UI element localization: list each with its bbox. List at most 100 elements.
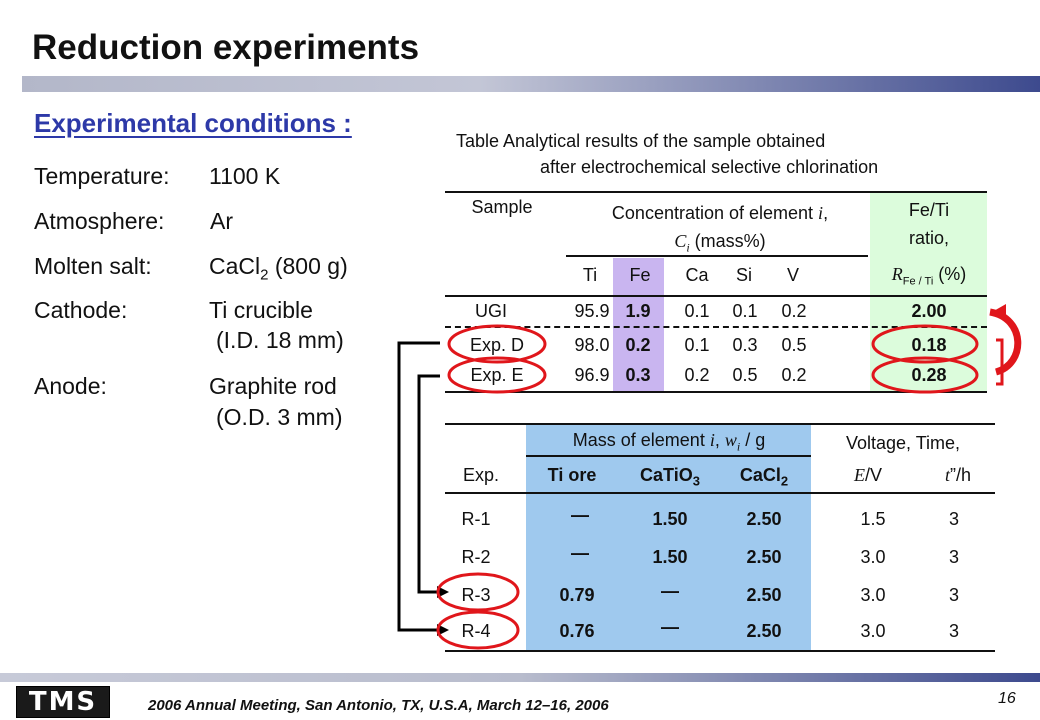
table2-cell-catio3: —: [661, 581, 679, 601]
table2-cell-cacl2: 2.50: [746, 547, 782, 567]
table1-header-rule: [445, 295, 987, 297]
curved-arrow-head: [992, 304, 1006, 322]
table-caption-line-1: Table Analytical results of the sample o…: [456, 131, 826, 151]
curved-arrow-icon: [989, 308, 1022, 376]
footer-meeting-text: 2006 Annual Meeting, San Antonio, TX, U.…: [148, 697, 609, 714]
table1-bottom-rule: [445, 391, 987, 393]
table1-cell-si: 0.5: [732, 365, 758, 385]
table1-cell-fe: 1.9: [625, 301, 651, 321]
anode-label: Anode:: [34, 373, 107, 399]
table1-cell-fe: 0.2: [625, 335, 651, 355]
molten-salt-label: Molten salt:: [34, 253, 152, 279]
table1-cell-v: 0.5: [781, 335, 807, 355]
table1-header-si: Si: [735, 265, 753, 285]
table2-cell-time: 3: [948, 621, 960, 641]
table2-header-time: t”/h: [944, 465, 972, 485]
table1-cell-sample: Exp. E: [470, 365, 524, 385]
table2-cell-ti-ore: 0.76: [559, 621, 595, 641]
table2-cell-exp: R-2: [461, 547, 491, 567]
temperature-label: Temperature:: [34, 163, 170, 189]
table2-header-cacl2: CaCl2: [739, 465, 789, 489]
table2-header-exp: Exp.: [462, 465, 500, 485]
table2-cell-catio3: 1.50: [652, 547, 688, 567]
table1-header-v: V: [786, 265, 800, 285]
table2-cell-time: 3: [948, 509, 960, 529]
table2-cell-time: 3: [948, 585, 960, 605]
table1-cell-v: 0.2: [781, 365, 807, 385]
table1-cell-ti: 96.9: [574, 365, 610, 385]
highlight-circle-exp-e: [447, 356, 547, 394]
table2-cell-voltage: 3.0: [860, 547, 886, 567]
cathode-value-detail: (I.D. 18 mm): [216, 327, 344, 353]
table2-cell-voltage: 3.0: [860, 621, 886, 641]
table2-cell-exp: R-1: [461, 509, 491, 529]
cathode-value: Ti crucible: [209, 297, 313, 323]
table2-header-ti-ore: Ti ore: [547, 465, 597, 485]
table2-cell-ti-ore: —: [571, 505, 589, 525]
table2-cell-cacl2: 2.50: [746, 621, 782, 641]
table2-cell-ti-ore: —: [571, 543, 589, 563]
table-caption: Table Analytical results of the sample o…: [456, 128, 878, 180]
table2-cell-exp: R-4: [461, 621, 491, 641]
table1-header-concentration: Concentration of element i, Ci (mass%): [611, 203, 829, 255]
table2-cell-exp: R-3: [461, 585, 491, 605]
title-underline-bar: [22, 76, 1040, 92]
connector-line-d-to-r4: [397, 341, 440, 632]
table1-header-ca: Ca: [685, 265, 709, 285]
table1-cell-fe: 0.3: [625, 365, 651, 385]
highlight-circle-r4: [436, 610, 520, 650]
table2-sub-rule: [526, 455, 811, 457]
table2-bottom-rule: [445, 650, 995, 652]
table2-cell-voltage: 3.0: [860, 585, 886, 605]
table1-dashed-rule: [445, 326, 987, 328]
table1-cell-v: 0.2: [781, 301, 807, 321]
page-title: Reduction experiments: [32, 28, 420, 67]
anode-value-detail: (O.D. 3 mm): [216, 404, 343, 430]
table1-cell-ratio: 0.18: [911, 335, 947, 355]
red-bracket: [996, 338, 1004, 386]
table2-cell-cacl2: 2.50: [746, 585, 782, 605]
table2-header-voltage: E/V: [853, 465, 883, 485]
table1-cell-ti: 95.9: [574, 301, 610, 321]
table1-cell-ca: 0.1: [684, 301, 710, 321]
footer-bar: [0, 673, 1040, 682]
highlight-circle-r3: [436, 572, 520, 612]
atmosphere-value: Ar: [210, 208, 233, 234]
table2-cell-voltage: 1.5: [860, 509, 886, 529]
table1-cell-sample: UGI: [474, 301, 508, 321]
table2-cell-catio3: 1.50: [652, 509, 688, 529]
tms-logo: TMS: [16, 686, 110, 718]
table2-header-catio3: CaTiO3: [640, 465, 700, 489]
table1-cell-si: 0.1: [732, 301, 758, 321]
mass-columns-fill: [526, 425, 811, 650]
table2-top-rule: [445, 423, 995, 425]
table1-header-sample: Sample: [471, 197, 533, 217]
table1-header-ratio-symbol: RFe / Ti (%): [891, 264, 967, 288]
table2-cell-catio3: —: [661, 617, 679, 637]
highlight-circle-ratio-e: [871, 356, 979, 394]
table2-header-rule: [445, 492, 995, 494]
table1-cell-ca: 0.2: [684, 365, 710, 385]
table1-cell-ratio: 2.00: [911, 301, 947, 321]
table1-cell-si: 0.3: [732, 335, 758, 355]
table2-cell-time: 3: [948, 547, 960, 567]
conditions-heading: Experimental conditions :: [34, 108, 352, 138]
fe-column-fill: [613, 258, 664, 391]
table1-header-fe: Fe: [629, 265, 651, 285]
table1-header-ratio: Fe/Ti ratio,: [908, 200, 950, 248]
anode-value: Graphite rod: [209, 373, 337, 399]
cathode-label: Cathode:: [34, 297, 128, 323]
atmosphere-label: Atmosphere:: [34, 208, 165, 234]
table1-header-ti: Ti: [582, 265, 598, 285]
connector-line-e-to-r3: [417, 374, 440, 594]
table2-header-mass: Mass of element i, wi / g: [572, 430, 766, 454]
table1-sub-rule: [566, 255, 868, 257]
highlight-circle-exp-d: [447, 324, 547, 364]
temperature-value: 1100 K: [209, 163, 281, 189]
table1-cell-ca: 0.1: [684, 335, 710, 355]
table-caption-line-2: after electrochemical selective chlorina…: [540, 157, 879, 177]
table2-header-voltage-time: Voltage, Time,: [845, 433, 961, 453]
highlight-circle-ratio-d: [871, 324, 979, 364]
molten-salt-value: CaCl2 (800 g): [209, 253, 348, 284]
